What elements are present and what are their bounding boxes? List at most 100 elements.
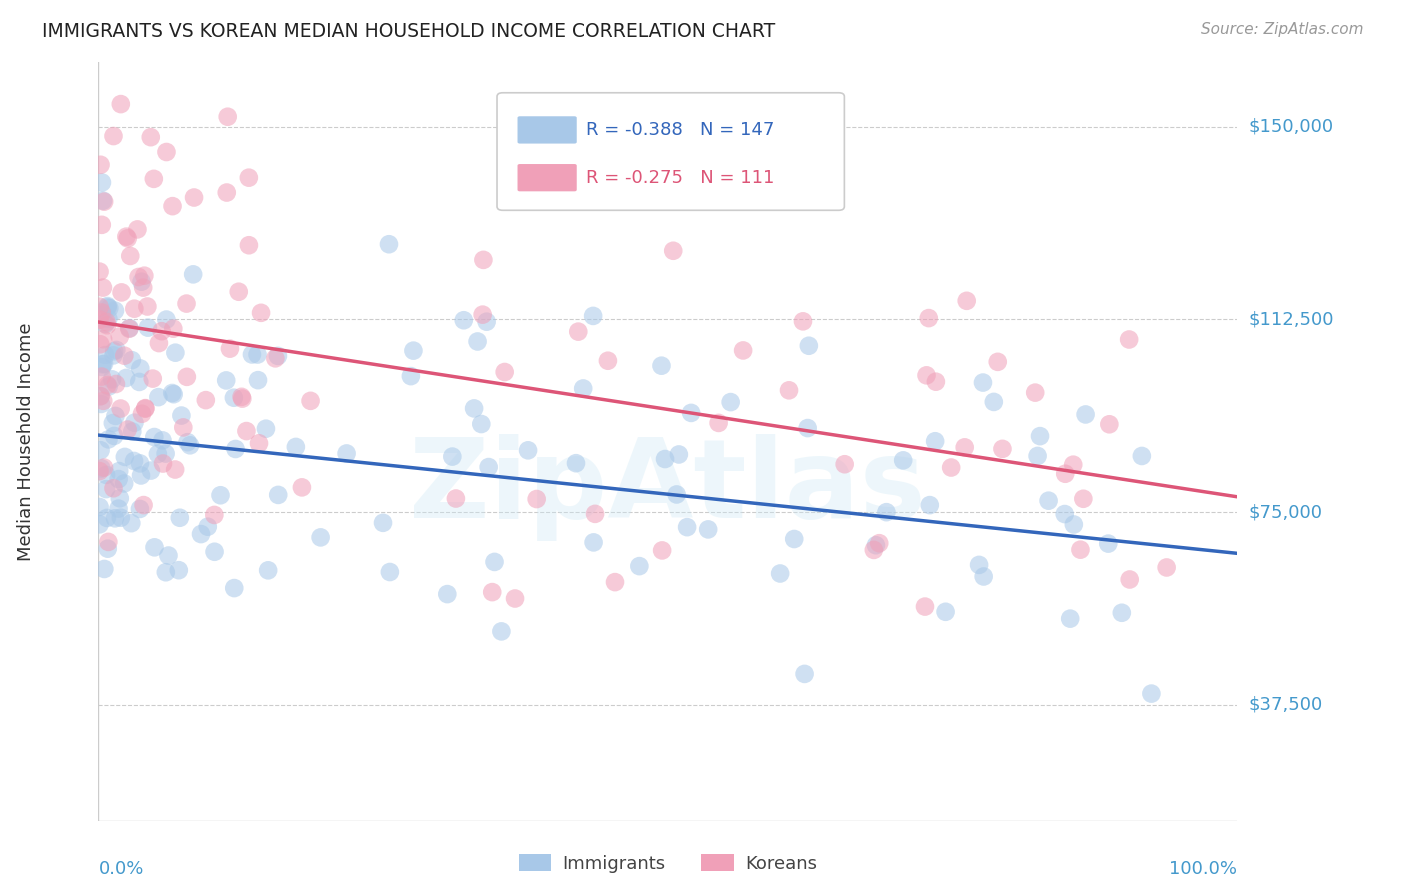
Point [91,393,114,408]
Point [194,393,217,408]
Point [91,194,114,208]
Point [131,407,153,421]
Point [267,349,290,363]
Point [238,170,260,185]
Text: $37,500: $37,500 [1249,696,1323,714]
Point [124,301,146,316]
Point [121,353,143,368]
Point [89,389,111,403]
Point [150,324,173,338]
Point [582,309,605,323]
Legend: Immigrants, Koreans: Immigrants, Koreans [512,847,824,880]
Point [1098,417,1121,432]
Point [225,442,247,456]
Point [97,433,120,447]
Point [139,464,162,478]
Point [176,369,198,384]
Point [112,476,135,491]
Point [972,376,994,390]
Point [98,301,121,315]
Point [494,365,516,379]
Point [117,423,139,437]
Point [136,320,159,334]
Point [778,384,800,398]
Point [101,372,124,386]
Point [163,387,186,401]
Point [915,368,938,383]
Point [107,501,129,516]
Point [165,462,187,476]
Point [134,401,156,416]
Point [471,308,494,322]
Point [89,337,111,351]
Point [93,357,115,371]
Point [914,599,936,614]
Point [681,406,703,420]
Point [90,397,112,411]
Point [1059,612,1081,626]
Point [91,332,114,346]
Point [654,452,676,467]
Point [104,511,127,525]
Point [129,457,152,471]
Point [142,371,165,385]
Point [120,249,142,263]
Text: IMMIGRANTS VS KOREAN MEDIAN HOUSEHOLD INCOME CORRELATION CHART: IMMIGRANTS VS KOREAN MEDIAN HOUSEHOLD IN… [42,22,776,41]
Point [131,275,153,289]
Point [197,519,219,533]
Point [152,434,174,448]
Point [90,369,112,384]
Point [650,359,672,373]
Point [1111,606,1133,620]
FancyBboxPatch shape [517,116,576,144]
Point [129,502,152,516]
Point [170,409,193,423]
Point [834,457,856,471]
Point [665,487,688,501]
Point [583,507,606,521]
Point [114,450,136,464]
Point [526,491,548,506]
Point [172,420,194,434]
Point [941,460,963,475]
Point [475,315,498,329]
Point [378,237,401,252]
Point [231,392,253,406]
Point [143,430,166,444]
Point [96,315,118,329]
Point [115,229,138,244]
Point [603,575,626,590]
Point [769,566,792,581]
Point [104,377,127,392]
Point [491,624,513,639]
Point [165,345,187,359]
Point [257,563,280,577]
Point [219,342,242,356]
Point [228,285,250,299]
Point [103,429,125,443]
Point [796,421,818,435]
Point [134,401,156,416]
Point [108,464,131,478]
Point [215,373,238,387]
Point [162,321,184,335]
Point [402,343,425,358]
Text: $75,000: $75,000 [1249,503,1323,521]
Point [89,308,111,322]
Point [90,389,112,403]
Point [179,438,201,452]
Point [93,460,115,475]
Point [925,375,948,389]
Point [1097,536,1119,550]
Point [142,172,165,186]
Point [231,390,253,404]
Point [209,488,232,502]
Point [1062,458,1084,472]
Text: 0.0%: 0.0% [98,860,143,878]
Point [120,516,142,531]
Point [478,460,501,475]
Point [89,500,111,514]
Point [1029,429,1052,443]
Point [222,391,245,405]
Point [89,517,111,532]
